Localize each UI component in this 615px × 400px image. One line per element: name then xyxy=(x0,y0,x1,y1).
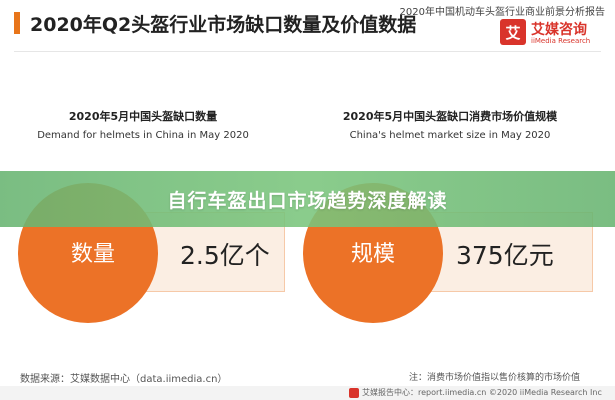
quantity-panel-title: 2020年5月中国头盔缺口数量 xyxy=(68,110,218,123)
quantity-panel-subtitle: Demand for helmets in China in May 2020 xyxy=(37,130,249,141)
footer-bar xyxy=(0,386,615,400)
logo-mark: 艾 xyxy=(505,23,521,42)
banner-title: 自行车盔出口市场趋势深度解读 xyxy=(167,189,448,212)
logo-subtitle: iiMedia Research xyxy=(531,37,591,45)
page-title: 2020年Q2头盔行业市场缺口数量及价值数据 xyxy=(30,14,417,36)
logo-name: 艾媒咨询 xyxy=(531,22,587,38)
footer-logo-icon xyxy=(349,388,359,398)
market-size-label: 规模 xyxy=(351,242,396,267)
title-accent-bar xyxy=(14,12,20,34)
data-source: 数据来源：艾媒数据中心（data.iimedia.cn） xyxy=(20,374,228,385)
overlay-banner: 自行车盔出口市场趋势深度解读 xyxy=(0,171,615,227)
market-size-panel-title: 2020年5月中国头盔缺口消费市场价值规模 xyxy=(342,110,558,123)
footer-text: 艾媒报告中心：report.iimedia.cn ©2020 iiMedia R… xyxy=(362,388,602,397)
header-divider xyxy=(14,51,601,52)
quantity-value: 2.5亿个 xyxy=(180,241,270,270)
quantity-label: 数量 xyxy=(71,242,116,267)
footnote: 注：消费市场价值指以售价核算的市场价值 xyxy=(408,373,580,383)
market-size-panel-subtitle: China's helmet market size in May 2020 xyxy=(349,130,551,141)
report-label: 2020年中国机动车头盔行业商业前景分析报告 xyxy=(399,7,605,18)
market-size-value: 375亿元 xyxy=(456,241,554,270)
iimedia-logo-icon: 艾 xyxy=(500,19,526,45)
